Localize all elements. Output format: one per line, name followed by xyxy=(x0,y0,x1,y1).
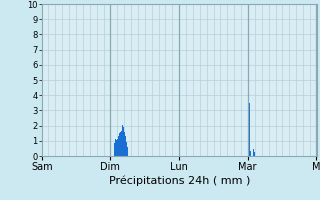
Bar xyxy=(122,125,123,156)
Bar xyxy=(119,133,120,156)
Bar xyxy=(114,148,115,156)
Bar xyxy=(250,152,251,156)
Bar xyxy=(115,139,116,156)
Bar xyxy=(120,132,121,156)
Bar xyxy=(117,139,118,156)
Bar xyxy=(123,127,124,156)
Bar xyxy=(126,142,127,156)
Bar xyxy=(249,103,250,156)
Bar xyxy=(121,131,122,156)
Bar xyxy=(116,140,117,156)
Bar xyxy=(248,129,249,156)
Bar xyxy=(118,136,119,156)
X-axis label: Précipitations 24h ( mm ): Précipitations 24h ( mm ) xyxy=(108,176,250,186)
Bar xyxy=(124,132,125,156)
Bar xyxy=(125,136,126,156)
Bar xyxy=(127,147,128,156)
Bar xyxy=(253,149,254,156)
